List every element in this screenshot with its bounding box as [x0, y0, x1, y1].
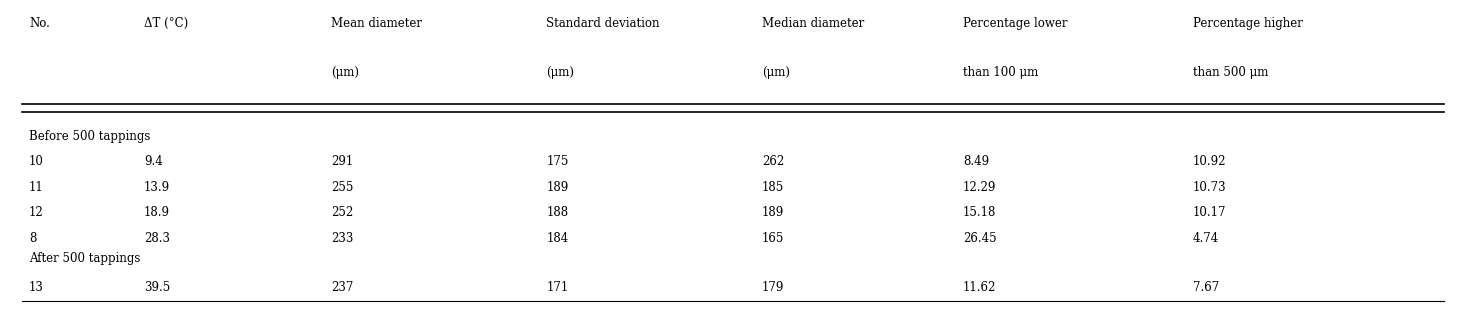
Text: 10.17: 10.17 [1193, 206, 1226, 219]
Text: 39.5: 39.5 [144, 280, 170, 294]
Text: Percentage lower: Percentage lower [963, 17, 1067, 30]
Text: 8.49: 8.49 [963, 155, 990, 168]
Text: Mean diameter: Mean diameter [331, 17, 422, 30]
Text: 26.45: 26.45 [963, 232, 997, 245]
Text: 13: 13 [29, 280, 44, 294]
Text: (μm): (μm) [331, 66, 359, 79]
Text: 9.4: 9.4 [144, 155, 163, 168]
Text: After 500 tappings: After 500 tappings [29, 252, 141, 266]
Text: 12: 12 [29, 206, 44, 219]
Text: 18.9: 18.9 [144, 206, 170, 219]
Text: 189: 189 [762, 206, 784, 219]
Text: 28.3: 28.3 [144, 232, 170, 245]
Text: 10.92: 10.92 [1193, 155, 1226, 168]
Text: 10.73: 10.73 [1193, 181, 1227, 194]
Text: 184: 184 [547, 232, 569, 245]
Text: Standard deviation: Standard deviation [547, 17, 660, 30]
Text: 179: 179 [762, 280, 784, 294]
Text: 185: 185 [762, 181, 784, 194]
Text: 262: 262 [762, 155, 784, 168]
Text: 291: 291 [331, 155, 353, 168]
Text: 15.18: 15.18 [963, 206, 997, 219]
Text: (μm): (μm) [762, 66, 790, 79]
Text: 165: 165 [762, 232, 784, 245]
Text: No.: No. [29, 17, 50, 30]
Text: 188: 188 [547, 206, 569, 219]
Text: than 500 μm: than 500 μm [1193, 66, 1268, 79]
Text: 252: 252 [331, 206, 353, 219]
Text: 4.74: 4.74 [1193, 232, 1220, 245]
Text: (μm): (μm) [547, 66, 575, 79]
Text: 255: 255 [331, 181, 353, 194]
Text: 189: 189 [547, 181, 569, 194]
Text: 175: 175 [547, 155, 569, 168]
Text: 10: 10 [29, 155, 44, 168]
Text: 237: 237 [331, 280, 353, 294]
Text: Percentage higher: Percentage higher [1193, 17, 1303, 30]
Text: ΔT (°C): ΔT (°C) [144, 17, 188, 30]
Text: 11: 11 [29, 181, 44, 194]
Text: 171: 171 [547, 280, 569, 294]
Text: 8: 8 [29, 232, 37, 245]
Text: 7.67: 7.67 [1193, 280, 1220, 294]
Text: 13.9: 13.9 [144, 181, 170, 194]
Text: 12.29: 12.29 [963, 181, 997, 194]
Text: Median diameter: Median diameter [762, 17, 863, 30]
Text: Before 500 tappings: Before 500 tappings [29, 129, 151, 143]
Text: 233: 233 [331, 232, 353, 245]
Text: 11.62: 11.62 [963, 280, 997, 294]
Text: than 100 μm: than 100 μm [963, 66, 1038, 79]
